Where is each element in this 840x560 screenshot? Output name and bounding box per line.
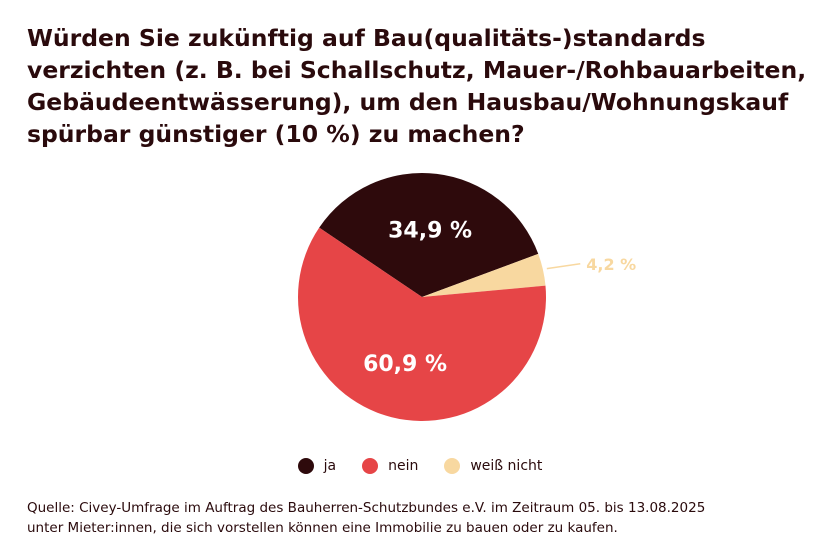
chart-title-line: Würden Sie zukünftig auf Bau(qualitäts-)… [27,24,706,52]
chart-title: Würden Sie zukünftig auf Bau(qualitäts-)… [27,22,827,150]
legend-label-ja: ja [323,458,337,474]
slice-leader-line [546,263,581,270]
source-line: Quelle: Civey-Umfrage im Auftrag des Bau… [27,500,706,516]
chart-title-line: Gebäudeentwässerung), um den Hausbau/Woh… [27,88,789,116]
chart-title-line: verzichten (z. B. bei Schallschutz, Maue… [27,56,807,84]
chart-legend: ja nein weiß nicht [0,458,840,474]
legend-label-weiss-nicht: weiß nicht [470,458,543,474]
legend-item-ja: ja [297,458,337,474]
slice-label-nein: 60,9 % [363,352,447,377]
pie-slice-ja [319,173,539,297]
legend-swatch-weiss-nicht [444,458,461,474]
chart-title-line: spürbar günstiger (10 %) zu machen? [27,120,525,148]
pie-chart: 34,9 % 4,2 % 60,9 % [298,173,636,421]
legend-item-weiss-nicht: weiß nicht [444,458,542,474]
pie-slice-nein [298,227,546,421]
legend-swatch-nein [362,458,379,474]
legend-swatch-ja [297,458,314,474]
pie-slice-wei--nicht [422,253,546,297]
source-line: unter Mieter:innen, die sich vorstellen … [27,520,618,536]
legend-label-nein: nein [388,458,419,474]
slice-label-ja: 34,9 % [388,218,472,243]
slice-label-wei--nicht: 4,2 % [586,255,636,274]
source-note: Quelle: Civey-Umfrage im Auftrag des Bau… [27,498,827,538]
legend-item-nein: nein [362,458,418,474]
